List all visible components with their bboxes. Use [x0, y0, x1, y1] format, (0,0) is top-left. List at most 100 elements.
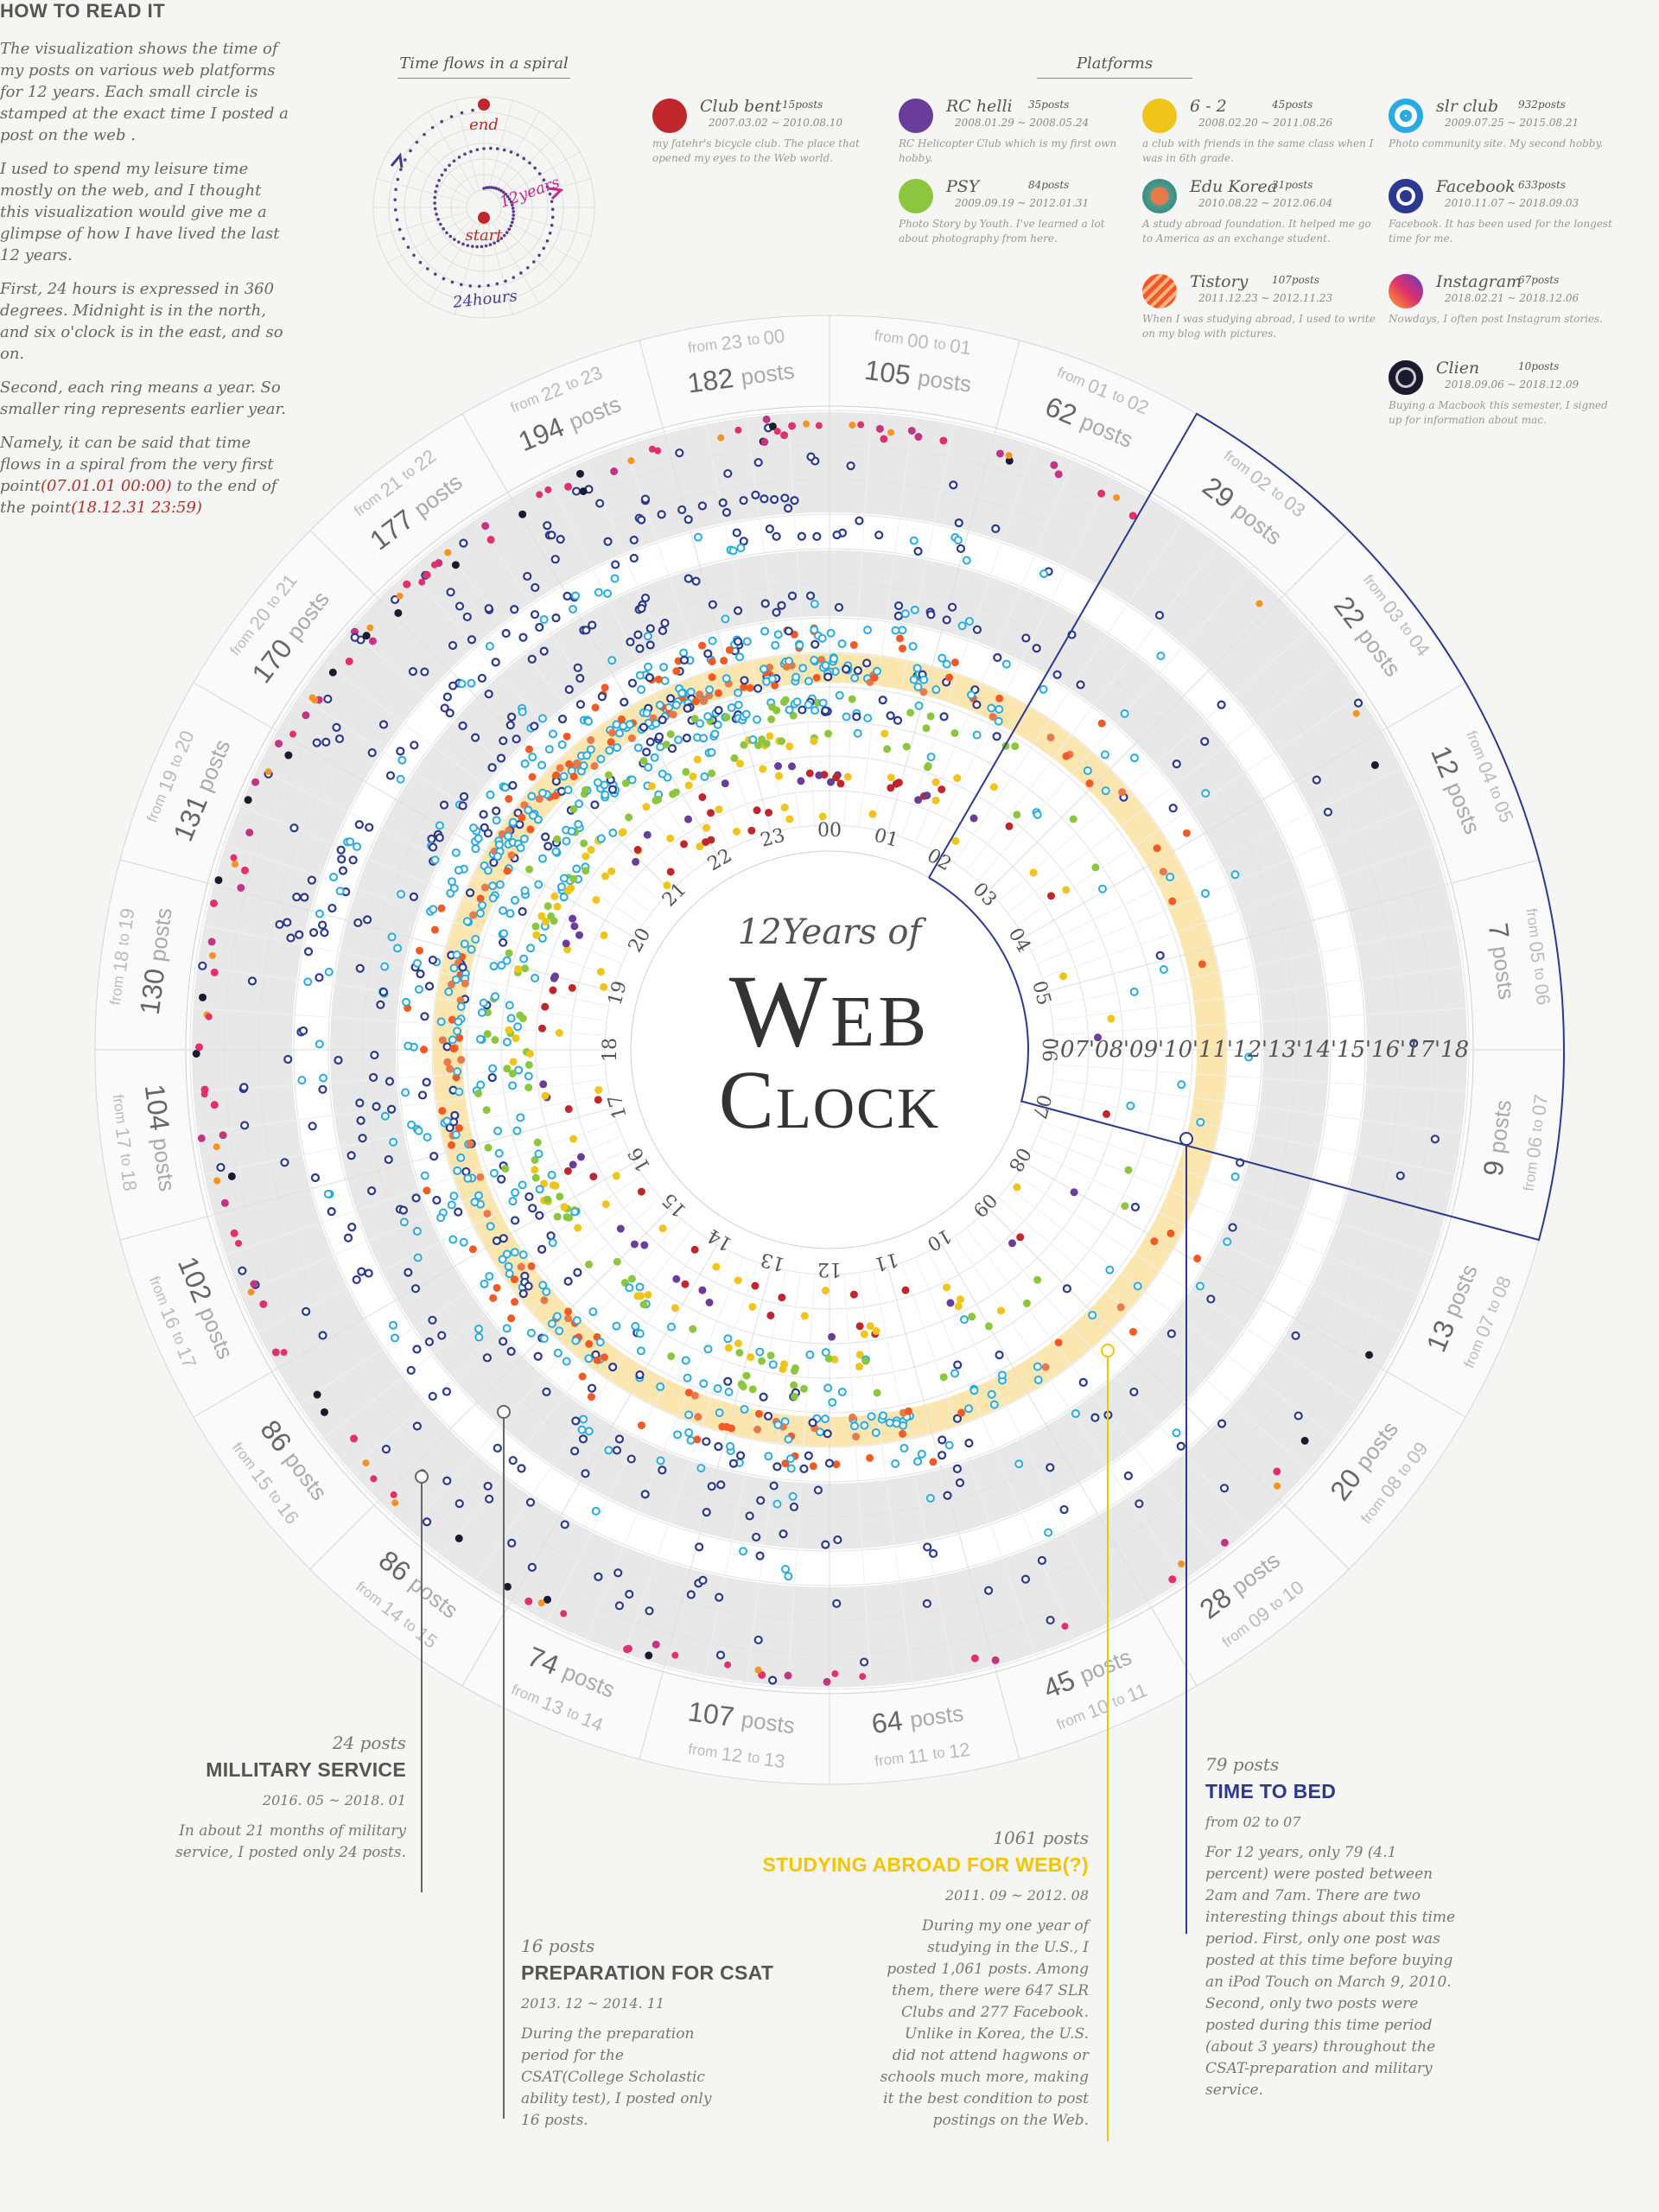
- post-dot: [1198, 960, 1206, 969]
- post-dot: [541, 1091, 550, 1100]
- spiral-dot: [507, 197, 512, 201]
- range-end: 06: [1530, 982, 1554, 1007]
- post-dot-slr: [485, 641, 494, 651]
- year-label: '15: [1331, 1037, 1365, 1063]
- post-dot: [698, 1286, 707, 1294]
- post-dot-slr: [524, 1071, 533, 1081]
- post-dot-facebook: [551, 613, 561, 623]
- post-dot-slr: [537, 714, 547, 723]
- post-dot-slr: [693, 532, 702, 542]
- post-dot-facebook: [759, 1392, 768, 1402]
- spiral-dot: [548, 232, 552, 235]
- post-dot-slr: [315, 1039, 324, 1049]
- spiral-dot: [545, 185, 550, 188]
- post-dot: [860, 1330, 868, 1338]
- platform-marker-icon: [1389, 99, 1423, 133]
- post-dot-slr: [471, 934, 480, 944]
- hour-spoke: [373, 1208, 671, 1506]
- post-dot-slr: [810, 656, 819, 665]
- post-dot-slr: [667, 1322, 677, 1332]
- spiral-grid-spoke: [499, 215, 582, 264]
- platform-marker-icon: [1389, 274, 1423, 308]
- post-dot: [989, 783, 998, 791]
- hour-spoke: [507, 492, 718, 856]
- post-dot-facebook: [953, 1360, 963, 1370]
- post-dot-slr: [539, 1334, 549, 1344]
- platform-name: slr club: [1436, 97, 1499, 116]
- post-dot-slr: [964, 616, 974, 626]
- post-dot: [456, 996, 465, 1005]
- post-dot-instagram: [213, 1177, 221, 1185]
- title-web: Web: [729, 953, 931, 1068]
- post-dot-slr: [767, 674, 777, 683]
- post-dot-slr: [1097, 884, 1107, 893]
- hour-range-label: from 17 to 18: [107, 1093, 141, 1192]
- post-dot-facebook: [733, 606, 743, 615]
- spiral-grid-spoke: [427, 222, 476, 305]
- post-dot-facebook: [698, 1575, 708, 1585]
- post-dot-facebook: [620, 697, 629, 707]
- minor-spoke: [437, 1227, 694, 1561]
- spiral-dot: [475, 148, 480, 152]
- post-dot-facebook: [428, 955, 438, 965]
- post-dot: [461, 979, 469, 988]
- post-dot-facebook: [318, 1084, 327, 1094]
- post-dot: [607, 738, 615, 747]
- post-dot-facebook: [364, 1268, 373, 1278]
- post-dot-slr: [637, 685, 646, 695]
- post-dot: [693, 1435, 702, 1444]
- post-dot-slr: [562, 836, 571, 846]
- platform-count: 84posts: [1028, 179, 1070, 191]
- post-dot-instagram: [200, 1090, 208, 1098]
- post-dot-facebook: [942, 615, 951, 625]
- post-dot-slr: [577, 1425, 587, 1434]
- post-dot-facebook: [695, 1542, 704, 1552]
- post-dot: [570, 922, 579, 931]
- years-arrow-icon: [548, 187, 564, 200]
- range-word: to: [932, 335, 950, 353]
- post-dot-slr: [518, 1180, 527, 1190]
- post-dot-facebook: [428, 842, 438, 852]
- post-dot-facebook: [454, 1207, 463, 1217]
- platform-marker-icon: [1142, 274, 1177, 308]
- hour-post-count: 107 posts: [686, 1696, 797, 1741]
- post-dot-facebook: [739, 537, 748, 546]
- post-dot-slr: [534, 880, 543, 889]
- how-to-paragraph: The visualization shows the time of my p…: [0, 40, 289, 144]
- range-start: 11: [906, 1743, 934, 1768]
- range-word: to: [931, 1744, 950, 1762]
- post-dot-facebook: [1062, 1284, 1071, 1294]
- post-dot-facebook: [295, 930, 304, 939]
- post-dot-facebook: [510, 605, 519, 614]
- outer-divider: [119, 859, 208, 884]
- post-dot: [481, 522, 490, 531]
- post-dot-facebook: [508, 780, 518, 791]
- spiral-dot: [434, 190, 437, 194]
- post-dot-slr: [696, 719, 705, 728]
- spiral-dot: [463, 152, 467, 156]
- post-dot: [872, 1327, 880, 1336]
- spiral-dot: [433, 207, 437, 211]
- post-dot: [652, 1640, 660, 1649]
- annotation-period: 2013. 12 ~ 2014. 11: [521, 1995, 665, 2012]
- post-dot-slr: [931, 685, 941, 695]
- post-dot-slr: [635, 671, 645, 680]
- post-dot: [780, 1360, 789, 1369]
- post-dot-slr: [494, 840, 504, 849]
- post-dot-facebook: [385, 771, 396, 780]
- post-dot-slr: [700, 772, 709, 781]
- minor-spoke: [471, 514, 705, 864]
- post-dot-slr: [913, 683, 923, 692]
- post-dot-facebook: [633, 630, 643, 639]
- post-dot-facebook: [300, 893, 309, 902]
- post-dot-slr: [817, 633, 827, 643]
- post-dot-facebook: [312, 738, 321, 747]
- spiral-dot: [507, 227, 512, 232]
- post-dot-slr: [613, 743, 622, 753]
- post-dot: [939, 1373, 948, 1382]
- post-dot-facebook: [376, 1000, 385, 1009]
- hours-arrow-icon: [390, 152, 404, 168]
- hour-range-label: from 23 to 00: [687, 325, 786, 359]
- post-dot-slr: [614, 728, 624, 738]
